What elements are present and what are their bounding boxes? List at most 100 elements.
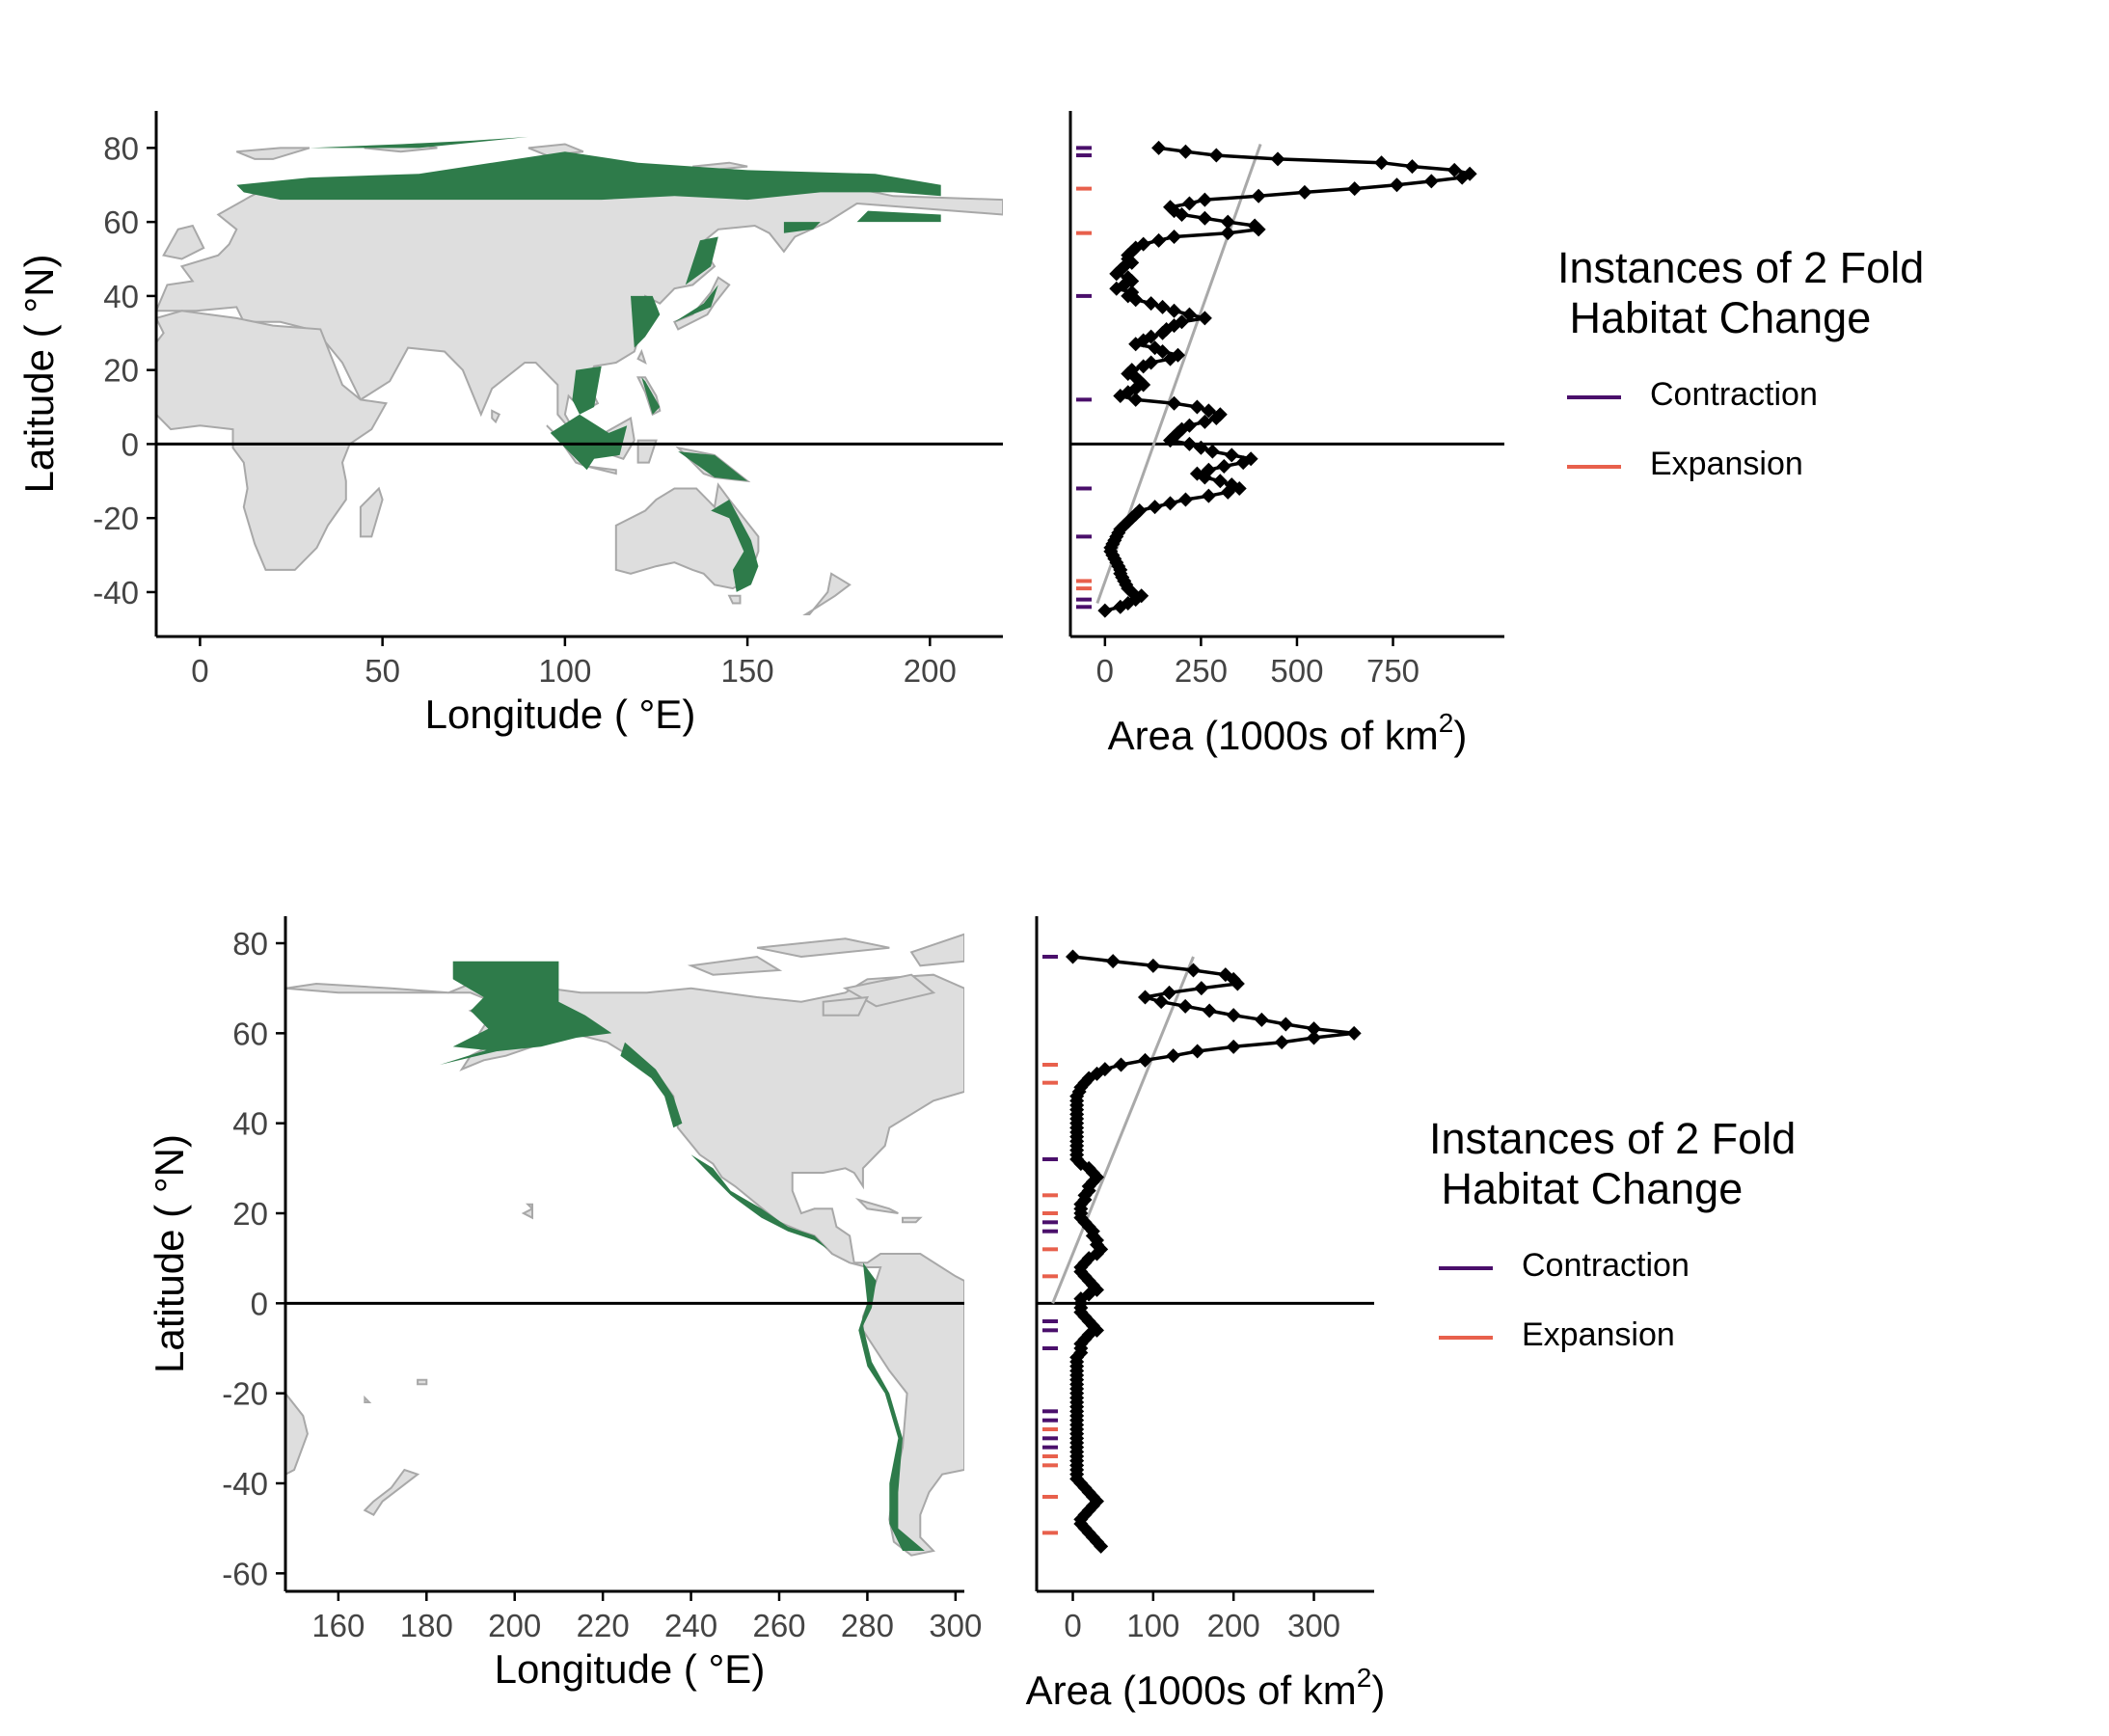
area-point (1194, 981, 1209, 996)
area-point (1197, 192, 1212, 207)
y-tick-label: -40 (222, 1466, 268, 1502)
area-point (1202, 1003, 1217, 1018)
land-layer (285, 933, 964, 1557)
y-tick-label: 20 (103, 353, 139, 389)
area-point (1177, 144, 1193, 159)
habitat-region (631, 295, 661, 348)
area-point (1167, 395, 1182, 411)
y-tick-label: 80 (103, 130, 139, 166)
habitat-region (236, 151, 941, 201)
area-point (1166, 1048, 1181, 1064)
area-point (1148, 500, 1163, 515)
habitat-region (641, 377, 661, 415)
area-point (1212, 474, 1228, 489)
land-region (586, 465, 617, 475)
land-region (636, 348, 647, 366)
area-point (1230, 976, 1245, 991)
area-point (1197, 210, 1212, 226)
land-region (417, 1378, 428, 1386)
area-point (1197, 470, 1212, 485)
area-point (1235, 455, 1251, 471)
area-point (1189, 399, 1204, 415)
habitat-region (572, 366, 602, 415)
x-tick-label: 250 (1175, 653, 1228, 689)
area-point (1274, 1035, 1289, 1050)
land-region (822, 995, 870, 1017)
area-point (1136, 359, 1151, 374)
bottom-legend-expansion: Expansion (1429, 1303, 1796, 1372)
bottom-legend-expansion-label: Expansion (1522, 1316, 1675, 1353)
land-region (756, 937, 890, 959)
y-tick-label: 0 (122, 426, 139, 462)
area-point (1193, 440, 1208, 455)
land-region (525, 1203, 533, 1211)
x-tick-label: 200 (488, 1608, 541, 1643)
area-point (1144, 296, 1159, 312)
x-axis-title-sup: 2 (1357, 1663, 1372, 1693)
area-point (1153, 994, 1169, 1010)
x-tick-label: 200 (1207, 1608, 1260, 1643)
x-tick-label: 220 (577, 1608, 630, 1643)
x-axis-title: Longitude ( °E) (495, 1646, 766, 1692)
area-point (1066, 949, 1080, 964)
y-tick-label: 60 (103, 204, 139, 240)
area-point (1220, 214, 1235, 230)
habitat-region (620, 1042, 683, 1128)
area-point (1167, 229, 1182, 244)
bottom-legend-contraction: Contraction (1429, 1234, 1796, 1303)
y-axis-title: Latitude ( °N) (147, 1134, 192, 1373)
area-point (1113, 389, 1128, 404)
x-tick-label: 750 (1366, 653, 1420, 689)
habitat-region (783, 222, 821, 233)
area-point (1251, 222, 1266, 237)
area-point (1208, 411, 1224, 426)
bottom-legend: Instances of 2 Fold Habitat Change Contr… (1429, 1114, 1796, 1372)
habitat-region (309, 136, 528, 149)
area-point (1155, 343, 1171, 359)
x-axis-title-end: ) (1453, 713, 1467, 758)
land-region (491, 409, 501, 424)
land-region (364, 1395, 372, 1403)
area-point (1114, 1057, 1128, 1072)
area-point (1226, 1039, 1241, 1054)
area-point (1297, 184, 1312, 200)
area-point (1307, 1021, 1321, 1037)
habitat-region (452, 961, 612, 1051)
area-point (1347, 181, 1363, 197)
land-region (521, 1207, 533, 1220)
y-tick-label: -60 (222, 1556, 268, 1591)
x-tick-label: 0 (1096, 653, 1114, 689)
y-tick-label: 0 (251, 1286, 268, 1321)
x-tick-label: 0 (1064, 1608, 1081, 1643)
habitat-region (711, 500, 759, 592)
land-region (636, 439, 658, 464)
area-point (1423, 174, 1439, 189)
area-point (1220, 226, 1235, 241)
habitat-layer (440, 961, 925, 1551)
trend-line (1051, 956, 1195, 1304)
area-series-line (1072, 955, 1355, 1548)
x-tick-label: 260 (752, 1608, 805, 1643)
top-legend-contraction: Contraction (1557, 363, 1924, 432)
x-tick-label: 50 (365, 653, 400, 689)
x-axis-title: Area (1000s of km2) (1108, 708, 1468, 758)
x-tick-label: 0 (191, 653, 208, 689)
area-point (1155, 325, 1171, 340)
expansion-key (1439, 1336, 1493, 1340)
top-area-panel: 0 250 500 750 Area (1000s of km2) (1068, 111, 1504, 758)
land-region (909, 933, 964, 967)
area-point (1151, 232, 1167, 248)
land-region (235, 147, 311, 160)
habitat-region (674, 285, 718, 322)
area-point (1447, 162, 1462, 177)
area-point (1177, 492, 1193, 507)
area-point (1097, 603, 1113, 618)
land-region (162, 224, 205, 260)
y-tick-label: 20 (232, 1196, 268, 1232)
bottom-map-panel: 160 180 200 220 240 260 280 300806040200-20-40-… (147, 916, 982, 1692)
contraction-key (1567, 395, 1621, 399)
area-point (1278, 1017, 1293, 1032)
x-tick-label: 160 (311, 1608, 365, 1643)
area-point (1454, 170, 1470, 185)
